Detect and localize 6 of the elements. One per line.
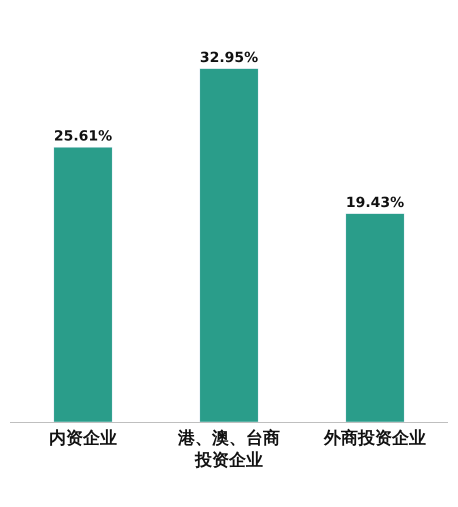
x-tick-label: 港、澳、台商投资企业 xyxy=(177,428,280,470)
data-label: 32.95% xyxy=(200,50,258,66)
x-tick-label: 内资企业 xyxy=(49,428,117,448)
data-label: 19.43% xyxy=(346,194,404,211)
data-label: 25.61% xyxy=(54,128,112,145)
x-tick-label: 外商投资企业 xyxy=(323,428,426,448)
